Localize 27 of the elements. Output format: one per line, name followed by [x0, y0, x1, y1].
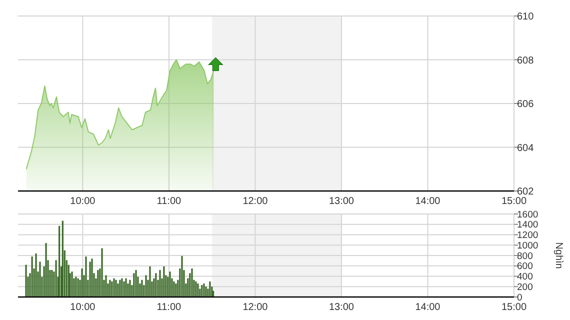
x-tick-label: 12:00 [242, 302, 268, 313]
y-axis-title: Nghìn [553, 242, 564, 269]
x-tick-label: 15:00 [501, 302, 527, 313]
y-tick-label: 604 [517, 142, 534, 154]
y-tick-label: 606 [517, 99, 534, 110]
y-tick-label: 602 [517, 186, 534, 198]
y-tick-label: 1400 [517, 220, 538, 231]
x-tick-label: 13:00 [328, 302, 354, 313]
y-tick-label: 400 [517, 272, 533, 283]
x-tick-label: 15:00 [501, 196, 527, 207]
x-tick-label: 14:00 [415, 196, 441, 207]
y-tick-label: 600 [517, 261, 533, 272]
y-tick-label: 1600 [517, 209, 538, 220]
y-tick-label: 1000 [517, 240, 538, 252]
x-tick-label: 11:00 [156, 196, 182, 207]
x-tick-label: 12:00 [242, 196, 268, 207]
y-tick-label: 800 [517, 250, 533, 262]
y-tick-label: 200 [517, 282, 533, 293]
y-tick-label: 610 [517, 12, 534, 22]
x-tick-label: 10:00 [70, 196, 96, 207]
x-tick-label: 10:00 [70, 302, 96, 313]
x-tick-label: 13:00 [328, 196, 354, 207]
y-tick-label: 608 [517, 55, 534, 66]
x-tick-label: 14:00 [415, 302, 441, 313]
y-tick-label: 0 [517, 292, 522, 304]
y-tick-label: 1200 [517, 230, 538, 242]
x-tick-label: 11:00 [156, 302, 182, 313]
